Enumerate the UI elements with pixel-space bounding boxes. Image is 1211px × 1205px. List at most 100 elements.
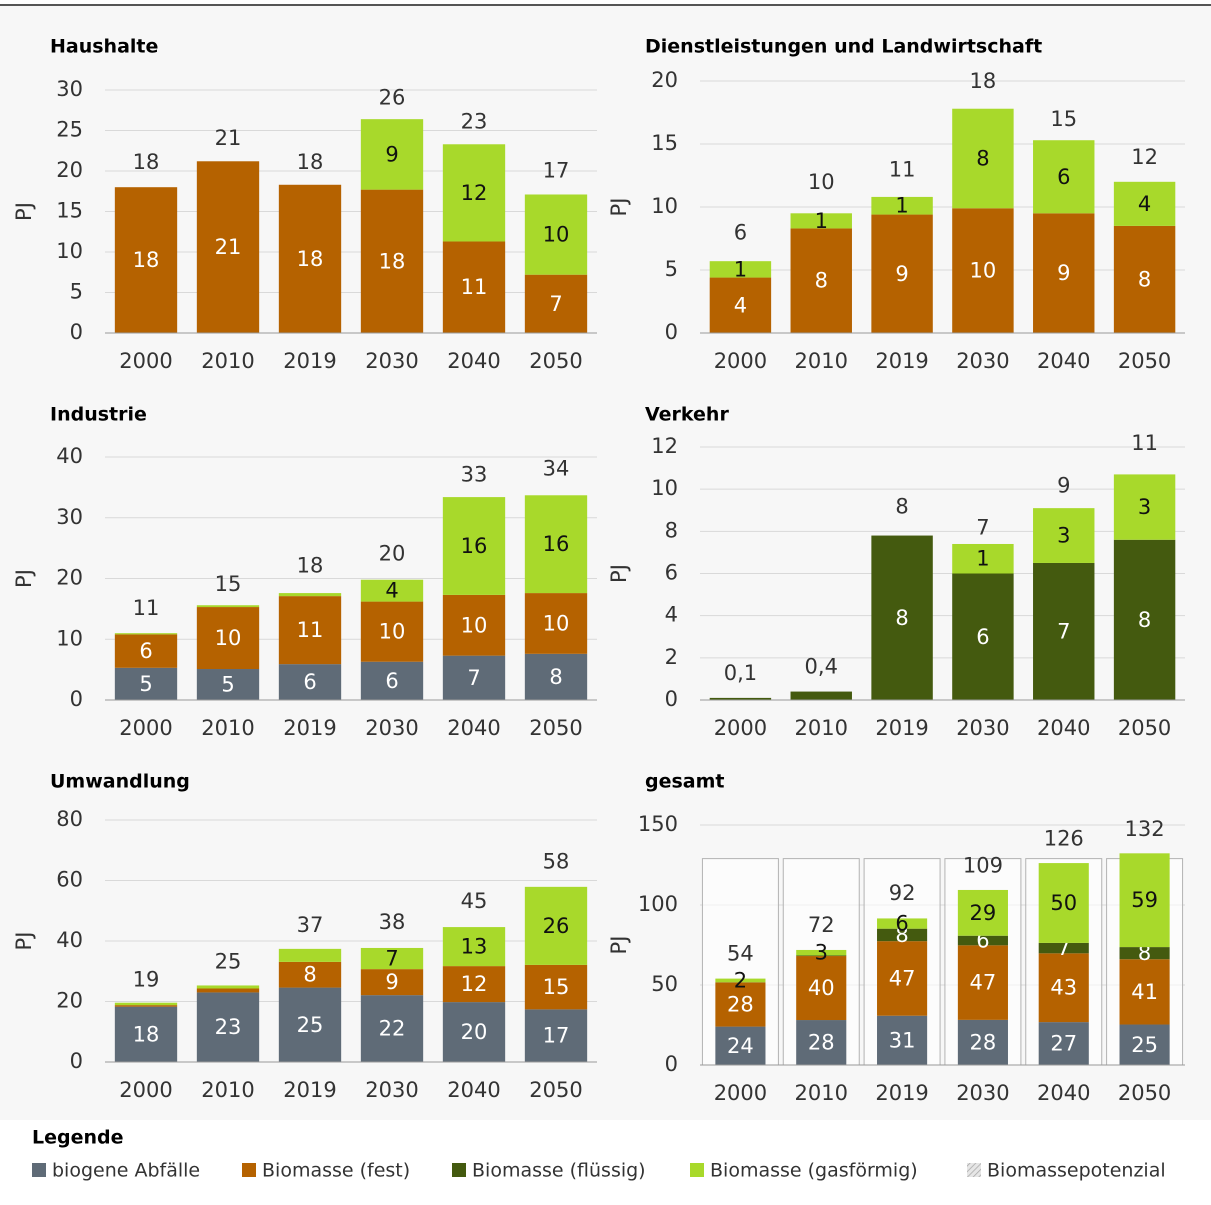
y-tick-label: 0 xyxy=(70,320,83,344)
total-label: 17 xyxy=(543,158,570,182)
data-label: 9 xyxy=(385,970,398,994)
data-label: 7 xyxy=(467,666,480,690)
total-label: 18 xyxy=(297,554,324,578)
x-tick-label: 2040 xyxy=(447,716,500,740)
x-tick-label: 2040 xyxy=(1037,716,1090,740)
total-label: 25 xyxy=(215,949,242,973)
data-label: 4 xyxy=(1138,192,1151,216)
data-label: 8 xyxy=(549,665,562,689)
x-tick-label: 2019 xyxy=(875,1081,928,1105)
bar-segment xyxy=(279,593,341,596)
total-label: 8 xyxy=(895,494,908,518)
x-tick-label: 2019 xyxy=(283,716,336,740)
data-label: 7 xyxy=(549,292,562,316)
data-label: 1 xyxy=(815,209,828,233)
data-label: 41 xyxy=(1131,980,1158,1004)
data-label: 40 xyxy=(808,976,835,1000)
x-tick-label: 2040 xyxy=(447,1078,500,1102)
x-tick-label: 2000 xyxy=(119,1078,172,1102)
y-tick-label: 60 xyxy=(56,868,83,892)
total-label: 58 xyxy=(543,850,570,874)
data-label: 21 xyxy=(215,235,242,259)
y-tick-label: 10 xyxy=(56,626,83,650)
total-label: 18 xyxy=(297,150,324,174)
y-tick-label: 0 xyxy=(70,1049,83,1073)
y-tick-label: 5 xyxy=(665,257,678,281)
total-label: 26 xyxy=(379,85,406,109)
data-label: 26 xyxy=(543,914,570,938)
y-tick-label: 80 xyxy=(56,807,83,831)
total-label: 10 xyxy=(808,170,835,194)
total-label: 38 xyxy=(379,910,406,934)
data-label: 11 xyxy=(297,618,324,642)
data-label: 17 xyxy=(543,1024,570,1048)
x-tick-label: 2010 xyxy=(201,349,254,373)
data-label: 1 xyxy=(734,257,747,281)
data-label: 7 xyxy=(385,947,398,971)
data-label: 28 xyxy=(727,993,754,1017)
y-tick-label: 5 xyxy=(70,280,83,304)
data-label: 28 xyxy=(970,1030,997,1054)
data-label: 6 xyxy=(1057,165,1070,189)
y-tick-label: 2 xyxy=(665,645,678,669)
data-label: 6 xyxy=(303,670,316,694)
x-tick-label: 2030 xyxy=(956,349,1009,373)
bar-segment xyxy=(279,949,341,962)
y-tick-label: 150 xyxy=(638,812,678,836)
data-label: 1 xyxy=(895,194,908,218)
x-tick-label: 2019 xyxy=(283,1078,336,1102)
y-tick-label: 15 xyxy=(651,131,678,155)
bar-segment xyxy=(197,988,259,992)
data-label: 8 xyxy=(1138,267,1151,291)
data-label: 7 xyxy=(1057,619,1070,643)
chart-title: Verkehr xyxy=(645,404,729,426)
x-tick-label: 2000 xyxy=(714,1081,767,1105)
data-label: 8 xyxy=(815,269,828,293)
y-tick-label: 12 xyxy=(651,434,678,458)
x-tick-label: 2000 xyxy=(119,349,172,373)
legend-label: Biomasse (fest) xyxy=(262,1160,410,1182)
x-tick-label: 2040 xyxy=(1037,349,1090,373)
legend-swatch xyxy=(967,1163,981,1177)
data-label: 1 xyxy=(976,547,989,571)
data-label: 6 xyxy=(976,625,989,649)
legend-label: Biomassepotenzial xyxy=(987,1160,1166,1182)
x-tick-label: 2000 xyxy=(714,349,767,373)
data-label: 16 xyxy=(461,534,488,558)
data-label: 13 xyxy=(461,935,488,959)
data-label: 3 xyxy=(1057,524,1070,548)
data-label: 10 xyxy=(970,259,997,283)
total-label: 18 xyxy=(970,69,997,93)
y-tick-label: 10 xyxy=(651,476,678,500)
data-label: 22 xyxy=(379,1017,406,1041)
bar-segment xyxy=(115,1005,177,1007)
y-axis-label: PJ xyxy=(607,564,631,583)
legend-swatch xyxy=(452,1163,466,1177)
legend-swatch xyxy=(690,1163,704,1177)
data-label: 11 xyxy=(461,275,488,299)
legend-label: Biomasse (gasförmig) xyxy=(710,1160,918,1182)
data-label: 2 xyxy=(734,968,747,992)
data-label: 12 xyxy=(461,972,488,996)
y-tick-label: 20 xyxy=(56,566,83,590)
y-tick-label: 0 xyxy=(665,687,678,711)
data-label: 10 xyxy=(379,620,406,644)
x-tick-label: 2010 xyxy=(795,716,848,740)
chart-title: Haushalte xyxy=(50,36,158,58)
total-label: 33 xyxy=(461,463,488,487)
x-tick-label: 2030 xyxy=(956,1081,1009,1105)
bar-segment xyxy=(115,633,177,634)
data-label: 16 xyxy=(543,532,570,556)
x-tick-label: 2050 xyxy=(529,349,582,373)
data-label: 59 xyxy=(1131,888,1158,912)
chart-title: gesamt xyxy=(645,771,725,793)
x-tick-label: 2010 xyxy=(201,1078,254,1102)
total-label: 11 xyxy=(889,157,916,181)
x-tick-label: 2040 xyxy=(1037,1081,1090,1105)
bar-segment xyxy=(791,692,852,700)
x-tick-label: 2050 xyxy=(529,1078,582,1102)
data-label: 18 xyxy=(379,249,406,273)
data-label: 4 xyxy=(385,579,398,603)
data-label: 25 xyxy=(1131,1033,1158,1057)
